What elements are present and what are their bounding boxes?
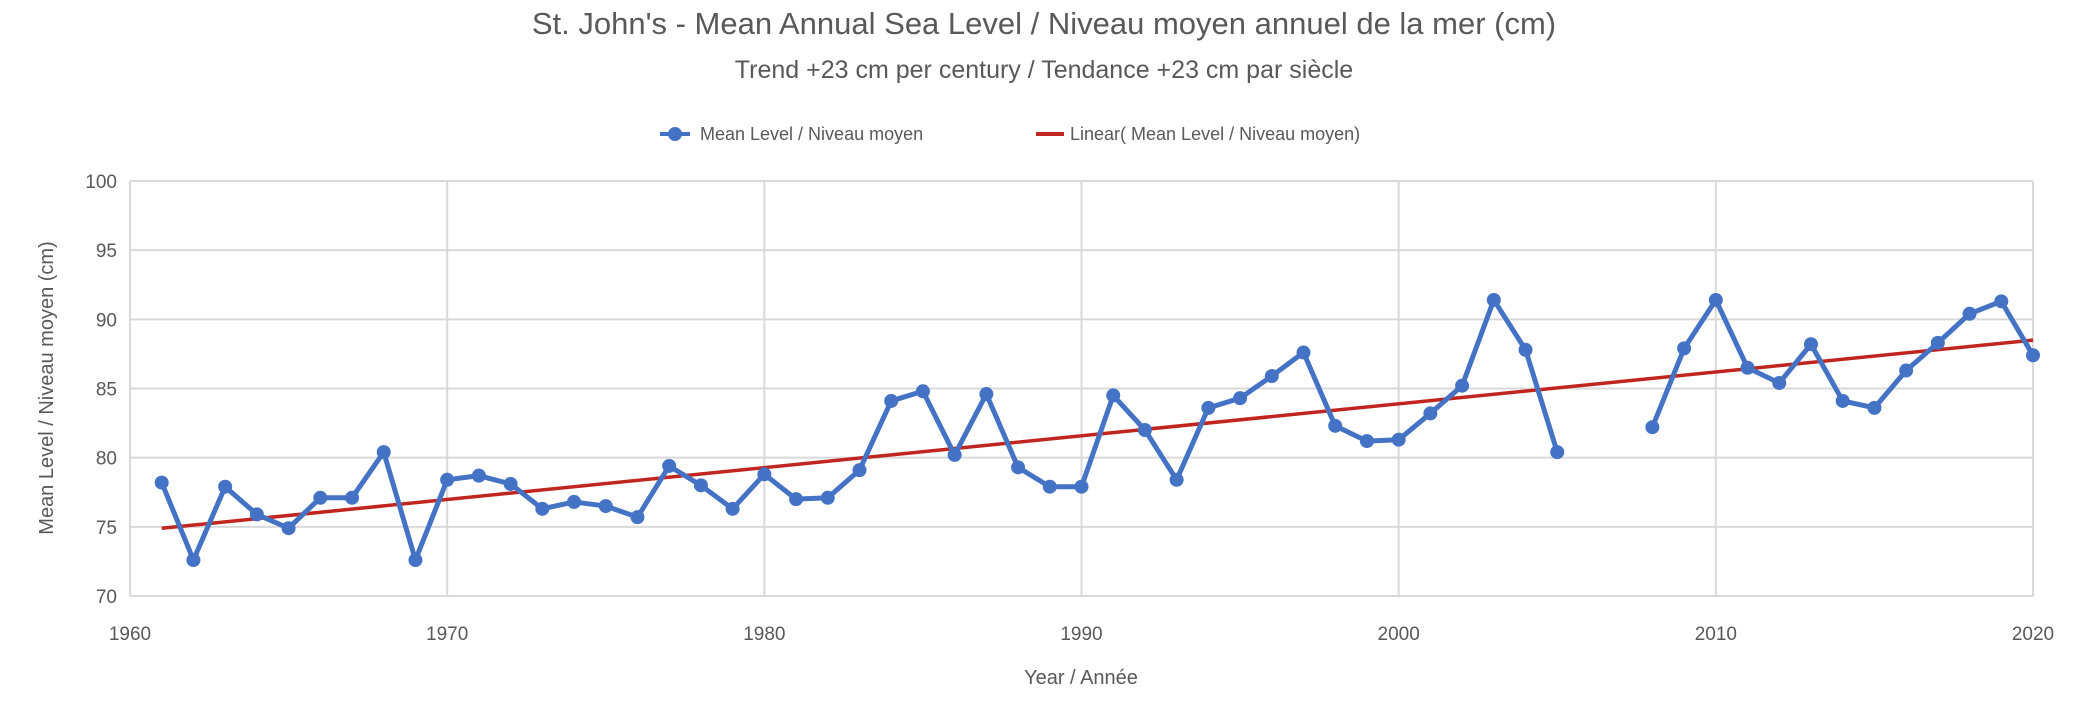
data-point	[1137, 423, 1152, 437]
data-point	[1550, 445, 1565, 460]
data-point	[662, 458, 677, 473]
data-point	[1740, 360, 1755, 375]
data-point	[218, 479, 233, 494]
data-point	[1233, 391, 1248, 406]
gridlines	[129, 180, 2034, 597]
data-point	[947, 447, 962, 462]
data-point	[1042, 479, 1057, 494]
data-point	[789, 492, 804, 507]
x-tick-label: 1990	[1060, 624, 1102, 645]
x-tick-label: 1970	[426, 624, 468, 645]
x-tick-label: 2000	[1378, 624, 1420, 645]
data-point	[1708, 292, 1723, 307]
data-point	[1486, 292, 1501, 307]
data-point	[471, 468, 486, 483]
data-point	[1423, 406, 1438, 421]
x-tick-label: 2010	[1695, 624, 1737, 645]
chart-title: St. John's - Mean Annual Sea Level / Niv…	[532, 6, 1556, 41]
x-tick-label: 1980	[743, 624, 785, 645]
x-tick-label: 2020	[2012, 624, 2054, 645]
series-line	[159, 297, 1560, 563]
data-point	[313, 490, 328, 505]
legend-series-marker	[668, 127, 682, 141]
series-group	[154, 292, 2040, 568]
data-point	[979, 387, 994, 402]
data-point	[1359, 434, 1374, 449]
data-point	[1930, 335, 1945, 350]
data-point	[345, 490, 360, 505]
legend: Mean Level / Niveau moyen Linear( Mean L…	[660, 124, 1360, 144]
data-point	[440, 472, 455, 487]
y-tick-label: 90	[96, 310, 117, 331]
data-point	[915, 384, 930, 399]
data-point	[1867, 400, 1882, 415]
data-point	[1328, 418, 1343, 433]
data-point	[1391, 432, 1406, 447]
data-point	[1645, 420, 1660, 435]
data-point	[630, 510, 645, 525]
data-point	[1518, 342, 1533, 357]
data-point	[1011, 460, 1026, 475]
legend-trend-label: Linear( Mean Level / Niveau moyen)	[1070, 124, 1360, 144]
y-axis-title: Mean Level / Niveau moyen (cm)	[36, 241, 58, 534]
data-point	[693, 478, 708, 493]
data-point	[820, 490, 835, 505]
data-point	[249, 507, 264, 522]
data-point	[154, 475, 169, 490]
data-point	[757, 467, 772, 482]
y-tick-label: 100	[85, 172, 117, 193]
data-point	[1772, 375, 1787, 390]
data-point	[1899, 363, 1914, 378]
data-point	[1201, 400, 1216, 415]
x-axis-title: Year / Année	[1024, 667, 1138, 689]
data-point	[1296, 345, 1311, 360]
data-point	[884, 393, 899, 408]
data-point	[1677, 341, 1692, 356]
data-point	[598, 499, 613, 514]
data-point	[2026, 348, 2040, 363]
y-tick-label: 85	[96, 380, 117, 401]
data-point	[1994, 294, 2009, 309]
data-point	[281, 521, 296, 536]
data-point	[1455, 378, 1470, 393]
data-point	[725, 501, 740, 516]
x-tick-label: 1960	[109, 624, 151, 645]
data-point	[1074, 479, 1089, 494]
data-point	[1169, 472, 1184, 487]
data-point	[1803, 337, 1818, 352]
data-point	[1264, 369, 1279, 384]
data-point	[503, 476, 518, 491]
data-point	[852, 463, 867, 478]
x-axis-ticks: 1960 1970 1980 1990 2000 2010 2020	[109, 624, 2054, 645]
data-point	[186, 553, 201, 568]
y-axis-ticks: 70 75 80 85 90 95 100	[85, 172, 117, 608]
data-point	[1835, 393, 1850, 408]
y-tick-label: 70	[96, 587, 117, 608]
data-point	[535, 501, 550, 516]
y-tick-label: 80	[96, 449, 117, 470]
chart-subtitle: Trend +23 cm per century / Tendance +23 …	[735, 56, 1353, 84]
y-tick-label: 75	[96, 518, 117, 539]
legend-series-label: Mean Level / Niveau moyen	[700, 124, 923, 144]
data-point	[1962, 306, 1977, 321]
data-point	[408, 553, 423, 568]
y-tick-label: 95	[96, 241, 117, 262]
data-point	[567, 494, 582, 509]
data-point	[376, 445, 391, 460]
data-point	[1106, 388, 1121, 403]
